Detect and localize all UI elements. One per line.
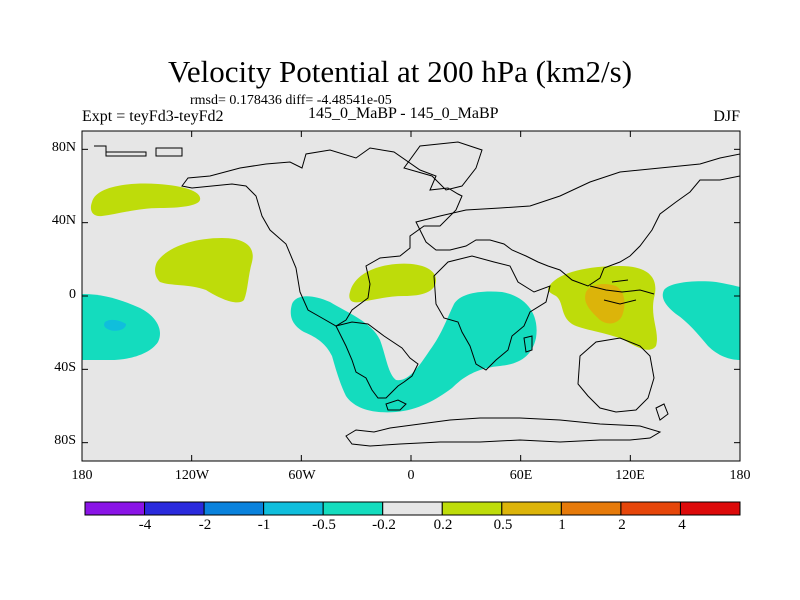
australia-outline <box>577 337 655 413</box>
y-tick-label-40N: 40N <box>51 213 76 228</box>
y-tick-label-0: 0 <box>69 287 76 302</box>
colorbar-swatch <box>203 501 265 516</box>
colorbar-label: 1 <box>558 517 566 533</box>
africa-outline <box>433 255 551 371</box>
antarctica-outline <box>345 417 662 447</box>
colorbar-swatch <box>144 501 205 516</box>
stats-line: rmsd= 0.178436 diff= -4.48541e-05 <box>190 93 392 108</box>
x-tick-label-120w: 120W <box>174 468 210 483</box>
y-tick-label-40S: 40S <box>54 360 76 375</box>
colorbar-label: -0.5 <box>312 517 336 533</box>
continent-outlines <box>94 141 740 447</box>
case-label: 145_0_MaBP - 145_0_MaBP <box>308 105 499 122</box>
positive-anomaly-east-pacific <box>155 238 253 303</box>
colorbar-label: -0.2 <box>372 517 396 533</box>
south-america-outline <box>335 321 419 399</box>
colorbar-label: 4 <box>678 517 686 533</box>
x-tick-label-60e: 60E <box>509 468 533 483</box>
new-zealand-outline <box>655 403 669 421</box>
chart-title: Velocity Potential at 200 hPa (km2/s) <box>167 54 633 89</box>
y-tick-label-80N: 80N <box>51 140 76 155</box>
madagascar-outline <box>523 335 533 353</box>
indonesia-outline <box>589 279 655 305</box>
x-tick-label-120e: 120E <box>615 468 645 483</box>
x-tick-label-60w: 60W <box>288 468 316 483</box>
colorbar-swatch <box>322 501 384 516</box>
eurasia-outline <box>415 153 740 287</box>
axis-ticks <box>81 131 741 461</box>
colorbar-swatch <box>263 501 324 516</box>
greenland-outline <box>403 141 483 191</box>
colorbar <box>84 501 741 516</box>
negative-min-central-pacific <box>104 319 126 331</box>
positive-max-indonesia <box>585 284 625 324</box>
arctic-islands-outline <box>94 145 183 157</box>
colorbar-swatch <box>382 501 443 516</box>
colorbar-label: -4 <box>138 517 152 533</box>
x-tick-label-180w: 180 <box>71 468 93 483</box>
colorbar-swatch <box>560 501 622 516</box>
colorbar-swatch <box>679 501 741 516</box>
positive-anomaly-tropical-atlantic <box>349 263 436 303</box>
x-tick-label-180e: 180 <box>729 468 751 483</box>
y-tick-label-80S: 80S <box>54 433 76 448</box>
tierra-del-fuego-outline <box>385 399 407 411</box>
colorbar-label: 0.5 <box>493 517 513 533</box>
experiment-label: Expt = teyFd3-teyFd2 <box>82 108 224 125</box>
negative-anomaly-east-of-dateline <box>662 281 740 360</box>
colorbar-swatch <box>441 501 503 516</box>
colorbar-label: 2 <box>618 517 626 533</box>
x-tick-label-0: 0 <box>407 468 415 483</box>
colorbar-swatch <box>620 501 681 516</box>
colorbar-label: -2 <box>198 517 212 533</box>
colorbar-swatch <box>84 501 146 516</box>
season-label: DJF <box>713 108 740 125</box>
colorbar-swatch <box>501 501 562 516</box>
colorbar-label: -1 <box>257 517 271 533</box>
positive-anomaly-north-pacific <box>90 183 201 217</box>
colorbar-label: 0.2 <box>433 517 453 533</box>
